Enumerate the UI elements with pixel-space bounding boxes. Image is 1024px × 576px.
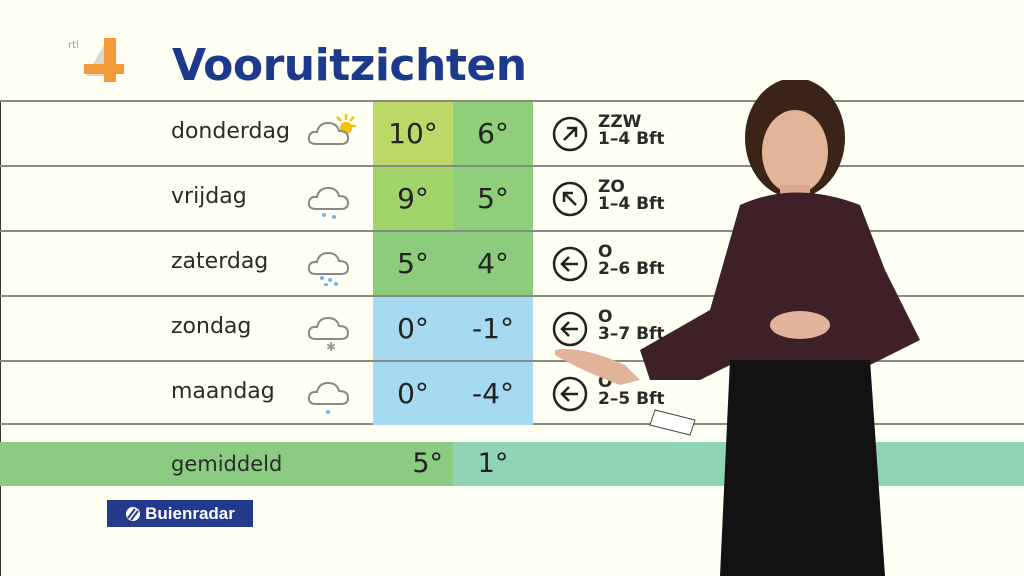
day-name: zondag — [171, 314, 252, 339]
wind-direction: O — [598, 307, 613, 327]
wind-info: O 2–6 Bft — [598, 244, 665, 278]
forecast-row-vrijdag: vrijdag 9° 5° ZO 1–4 Bft — [0, 165, 1024, 230]
presenter — [555, 80, 920, 576]
wind-force: 3–7 Bft — [598, 324, 665, 344]
max-temp: 9° — [373, 167, 453, 230]
wind-force: 2–6 Bft — [598, 259, 665, 279]
svg-text:rtl: rtl — [68, 40, 79, 51]
cloud-drizzle-icon — [307, 381, 350, 414]
arrow-up-right-icon — [552, 116, 588, 152]
rtl4-logo: rtl — [68, 38, 124, 82]
wind-force: 2–5 Bft — [598, 389, 665, 409]
min-temp: 6° — [453, 102, 533, 165]
min-temp: 4° — [453, 232, 533, 295]
day-name: vrijdag — [171, 184, 247, 209]
max-temp: 0° — [373, 297, 453, 360]
min-temp: -1° — [453, 297, 533, 360]
buienradar-icon — [126, 506, 141, 521]
wind-force: 1–4 Bft — [598, 194, 665, 214]
max-temp: 10° — [373, 102, 453, 165]
wind-force: 1–4 Bft — [598, 129, 665, 149]
wind-info: ZO 1–4 Bft — [598, 179, 665, 213]
wind-info: O 3–7 Bft — [598, 309, 665, 343]
cloud-rain-icon — [307, 186, 350, 219]
forecast-row-maandag: maandag 0° -4° O 2–5 Bft — [0, 360, 1024, 425]
frame-line — [0, 100, 1, 576]
cloud-snow-icon: ✱ — [307, 316, 350, 351]
day-name: zaterdag — [171, 249, 269, 274]
arrow-up-left-icon — [552, 181, 588, 217]
average-min: 1° — [477, 448, 509, 479]
average-label: gemiddeld — [171, 452, 283, 476]
cloud-rain-heavy-icon — [307, 251, 350, 286]
wind-direction: ZO — [598, 177, 625, 197]
wind-direction: O — [598, 242, 613, 262]
arrow-left-icon — [552, 376, 588, 412]
min-temp: -4° — [453, 362, 533, 425]
partly-cloudy-sun-icon — [307, 114, 356, 145]
min-temp: 5° — [453, 167, 533, 230]
buienradar-badge: Buienradar — [107, 500, 253, 527]
day-name: maandag — [171, 379, 275, 404]
max-temp: 0° — [373, 362, 453, 425]
forecast-row-zaterdag: zaterdag 5° 4° O 2–6 Bft — [0, 230, 1024, 295]
page-title: Vooruitzichten — [172, 40, 527, 91]
arrow-left-icon — [552, 311, 588, 347]
forecast-row-zondag: zondag ✱ 0° -1° O 3–7 Bft — [0, 295, 1024, 360]
max-temp: 5° — [373, 232, 453, 295]
wind-info: ZZW 1–4 Bft — [598, 114, 665, 148]
arrow-left-icon — [552, 246, 588, 282]
sponsor-name: Buienradar — [145, 503, 235, 523]
svg-text:✱: ✱ — [326, 340, 336, 351]
wind-direction: ZZW — [598, 112, 642, 132]
average-max-bg — [0, 442, 453, 486]
average-max: 5° — [412, 448, 443, 479]
day-name: donderdag — [171, 119, 290, 144]
forecast-row-donderdag: donderdag 10° 6° ZZW 1–4 Bft — [0, 100, 1024, 165]
